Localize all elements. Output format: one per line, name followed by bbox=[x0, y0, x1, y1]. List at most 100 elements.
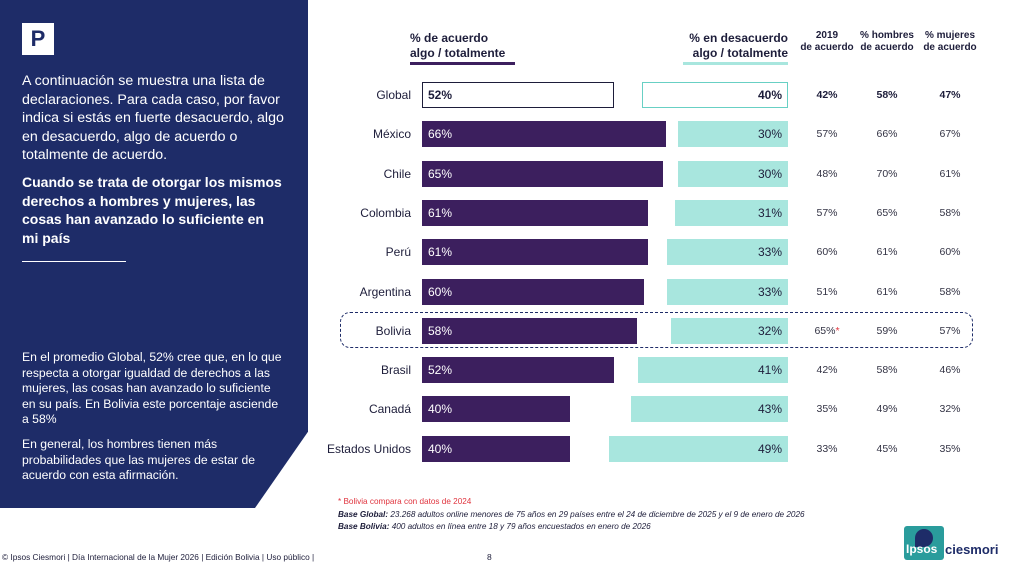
bar-agree bbox=[422, 317, 637, 344]
asterisk-marker: * bbox=[835, 324, 840, 337]
header-agree: % de acuerdo algo / totalmente bbox=[410, 31, 506, 60]
bolivia-highlight-box bbox=[340, 312, 973, 348]
bar-disagree-label: 49% bbox=[757, 441, 782, 456]
bar-disagree bbox=[667, 278, 788, 305]
bar-disagree bbox=[630, 396, 788, 423]
bar-disagree-label: 30% bbox=[757, 166, 782, 181]
country-label: Chile bbox=[383, 166, 411, 181]
table-value: 65% bbox=[876, 206, 898, 219]
intro-text: A continuación se muestra una lista de d… bbox=[22, 73, 284, 163]
bar-disagree-label: 33% bbox=[757, 245, 782, 260]
table-value: 35% bbox=[939, 442, 961, 455]
country-label: Perú bbox=[385, 245, 411, 260]
country-label: Canadá bbox=[368, 402, 411, 417]
bar-disagree-label: 41% bbox=[757, 363, 782, 378]
table-value: 61% bbox=[876, 246, 898, 259]
bar-agree-label: 60% bbox=[428, 284, 453, 299]
bar-agree-label: 58% bbox=[428, 323, 453, 338]
footnote-base-bolivia: Base Bolivia: 400 adultos en línea entre… bbox=[338, 522, 651, 531]
bar-disagree bbox=[667, 239, 788, 266]
bar-disagree-label: 40% bbox=[757, 88, 782, 102]
left-info-panel: P A continuación se muestra una lista de… bbox=[0, 0, 308, 508]
table-value: 33% bbox=[816, 442, 838, 455]
divider bbox=[22, 261, 126, 262]
p-logo-icon: P bbox=[22, 23, 54, 55]
bar-agree-label: 66% bbox=[428, 127, 453, 142]
bar-disagree-label: 30% bbox=[757, 127, 782, 142]
statement-text: Cuando se trata de otorgar los mismos de… bbox=[22, 174, 282, 246]
country-label: Bolivia bbox=[375, 323, 411, 338]
table-value: 59% bbox=[876, 324, 898, 337]
table-value: 65%* bbox=[814, 324, 840, 337]
bar-disagree bbox=[674, 199, 788, 226]
table-value: 70% bbox=[876, 167, 898, 180]
bar-disagree-label: 43% bbox=[757, 402, 782, 417]
bar-agree-label: 52% bbox=[428, 363, 453, 378]
table-value: 60% bbox=[939, 246, 961, 259]
table-value: 35% bbox=[816, 403, 838, 416]
header-agree-underline bbox=[410, 62, 515, 65]
bar-disagree bbox=[608, 435, 788, 462]
table-value: 57% bbox=[816, 128, 838, 141]
bar-disagree bbox=[678, 160, 788, 187]
table-value: 42% bbox=[816, 364, 838, 377]
header-2019: 2019 de acuerdo bbox=[800, 30, 854, 53]
table-value: 47% bbox=[939, 89, 961, 101]
bar-disagree-label: 31% bbox=[757, 205, 782, 220]
bar-agree bbox=[422, 199, 648, 226]
table-value: 57% bbox=[939, 324, 961, 337]
table-value: 66% bbox=[876, 128, 898, 141]
bar-agree-label: 40% bbox=[428, 441, 453, 456]
table-value: 48% bbox=[816, 167, 838, 180]
ipsos-ciesmori-logo: Ipsos ciesmori bbox=[904, 526, 1016, 562]
brand-ipsos: Ipsos bbox=[906, 542, 938, 556]
bar-agree-label: 61% bbox=[428, 245, 453, 260]
table-value: 58% bbox=[939, 206, 961, 219]
country-label: Colombia bbox=[360, 205, 411, 220]
header-women: % mujeres de acuerdo bbox=[923, 30, 977, 53]
table-value: 49% bbox=[876, 403, 898, 416]
table-value: 57% bbox=[816, 206, 838, 219]
summary-gender: En general, los hombres tienen más proba… bbox=[22, 437, 256, 483]
table-value: 67% bbox=[939, 128, 961, 141]
bar-disagree bbox=[670, 317, 788, 344]
table-value: 45% bbox=[876, 442, 898, 455]
brand-drop-icon bbox=[915, 529, 933, 547]
country-label: México bbox=[372, 127, 411, 142]
bar-agree-label: 52% bbox=[428, 88, 453, 102]
footer-text: © Ipsos Ciesmori | Día Internacional de … bbox=[2, 552, 315, 562]
bar-agree-label: 65% bbox=[428, 166, 453, 181]
bar-disagree-label: 32% bbox=[757, 323, 782, 338]
bar-agree bbox=[422, 239, 648, 266]
bar-agree bbox=[422, 396, 570, 423]
summary-global: En el promedio Global, 52% cree que, en … bbox=[22, 350, 282, 427]
country-label: Brasil bbox=[380, 363, 411, 378]
table-value: 51% bbox=[816, 285, 838, 298]
table-value: 46% bbox=[939, 364, 961, 377]
page-number: 8 bbox=[487, 552, 492, 562]
bar-agree-label: 61% bbox=[428, 205, 453, 220]
table-value: 61% bbox=[939, 167, 961, 180]
footnote-base-global: Base Global: 23.268 adultos online menor… bbox=[338, 510, 805, 519]
bar-agree bbox=[422, 82, 615, 108]
bar-agree bbox=[422, 121, 667, 148]
table-value: 32% bbox=[939, 403, 961, 416]
bar-disagree bbox=[678, 121, 788, 148]
header-disagree-underline bbox=[683, 62, 788, 65]
bar-disagree-label: 33% bbox=[757, 284, 782, 299]
header-men: % hombres de acuerdo bbox=[860, 30, 914, 53]
bar-agree bbox=[422, 357, 615, 384]
table-value: 60% bbox=[816, 246, 838, 259]
table-value: 58% bbox=[876, 364, 898, 377]
bar-agree bbox=[422, 160, 663, 187]
bar-agree bbox=[422, 278, 644, 305]
table-value: 42% bbox=[816, 89, 838, 101]
brand-ciesmori: ciesmori bbox=[945, 542, 999, 557]
table-value: 58% bbox=[876, 89, 898, 101]
bar-disagree bbox=[637, 357, 788, 384]
header-disagree: % en desacuerdo algo / totalmente bbox=[689, 31, 788, 60]
table-value: 58% bbox=[939, 285, 961, 298]
table-value: 61% bbox=[876, 285, 898, 298]
bar-disagree bbox=[641, 82, 788, 108]
bar-agree-label: 40% bbox=[428, 402, 453, 417]
